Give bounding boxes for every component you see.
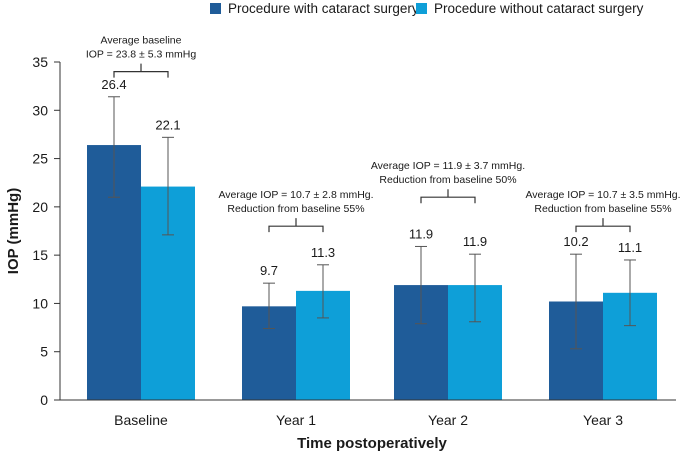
x-tick-label: Year 3 [583, 412, 623, 428]
legend-label: Procedure with cataract surgery [228, 1, 419, 16]
y-tick-label: 15 [32, 247, 48, 263]
annotation-bracket [420, 189, 476, 204]
annotation-text: Average baseline [101, 35, 182, 47]
legend-swatch [416, 3, 427, 14]
annotation-bracket [113, 63, 169, 78]
bars [87, 145, 657, 400]
y-tick-label: 5 [40, 344, 48, 360]
data-label: 11.9 [463, 234, 487, 249]
legend-label: Procedure without cataract surgery [434, 1, 644, 16]
y-tick-label: 30 [32, 102, 48, 118]
y-axis-title: IOP (mmHg) [5, 188, 22, 274]
annotation-bracket [268, 218, 324, 233]
y-tick-label: 10 [32, 295, 48, 311]
y-tick-label: 35 [32, 54, 48, 70]
x-tick-label: Baseline [114, 412, 168, 428]
data-label: 11.9 [409, 226, 433, 241]
y-axis: 0 5 10 15 20 25 30 35 [32, 54, 61, 408]
y-tick-label: 20 [32, 199, 48, 215]
x-axis-title: Time postoperatively [297, 435, 447, 452]
x-axis: Baseline Year 1 Year 2 Year 3 [60, 399, 676, 428]
annotation-text: Average IOP = 11.9 ± 3.7 mmHg. [371, 160, 525, 172]
annotation-text: IOP = 23.8 ± 5.3 mmHg [86, 49, 196, 61]
data-label: 9.7 [260, 263, 278, 278]
data-label: 11.1 [618, 240, 642, 255]
annotation-text: Reduction from baseline 55% [227, 203, 364, 215]
data-label: 26.4 [101, 77, 126, 92]
annotation-text: Average IOP = 10.7 ± 2.8 mmHg. [218, 189, 373, 201]
data-label: 10.2 [563, 234, 588, 249]
annotation-bracket [575, 218, 631, 233]
annotation-text: Average IOP = 10.7 ± 3.5 mmHg. [525, 189, 680, 201]
error-bars [108, 96, 636, 350]
legend-swatch [210, 3, 221, 14]
y-tick-label: 25 [32, 151, 48, 167]
legend: Procedure with cataract surgery Procedure… [210, 1, 644, 16]
data-label: 22.1 [155, 117, 180, 132]
annotations: Average baseline IOP = 23.8 ± 5.3 mmHg Ave… [86, 35, 681, 233]
x-tick-label: Year 2 [428, 412, 468, 428]
data-label: 11.3 [311, 245, 335, 260]
annotation-text: Reduction from baseline 50% [379, 174, 516, 186]
y-tick-label: 0 [40, 392, 48, 408]
value-labels: 26.4 9.7 11.9 10.2 22.1 11.3 11.9 11.1 [101, 77, 642, 278]
x-tick-label: Year 1 [276, 412, 316, 428]
annotation-text: Reduction from baseline 55% [534, 203, 671, 215]
